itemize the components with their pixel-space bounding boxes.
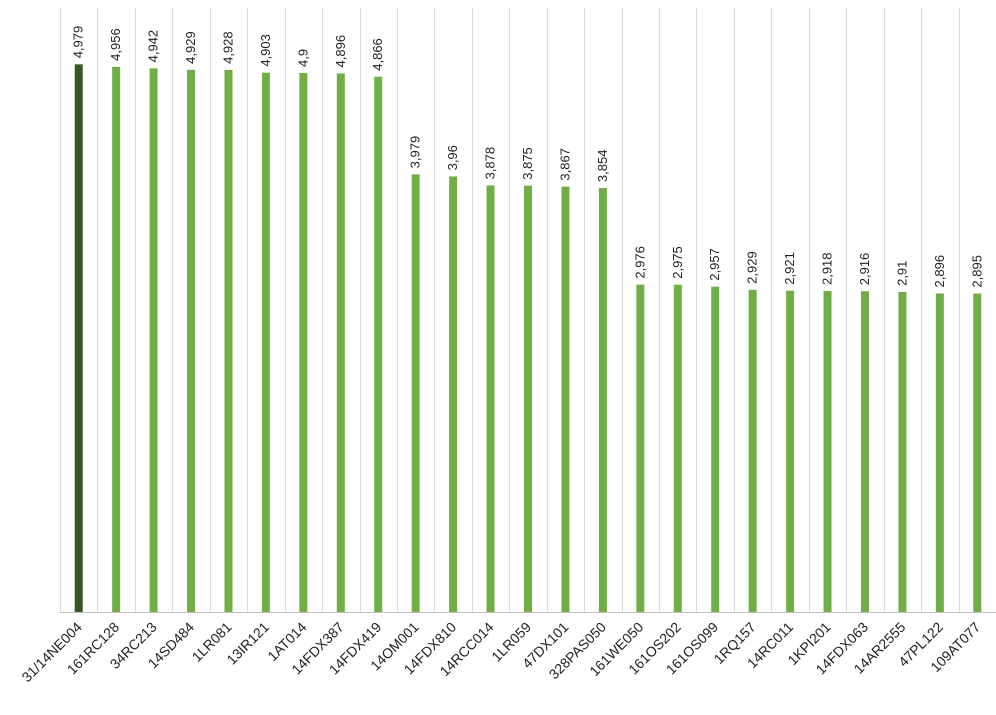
bar [636, 284, 645, 612]
value-label: 2,976 [632, 246, 647, 279]
value-label: 2,929 [745, 251, 760, 284]
value-label: 2,957 [707, 248, 722, 281]
bar [973, 293, 982, 612]
bar [673, 284, 682, 612]
bar [748, 289, 757, 612]
category-label: 13IR121 [223, 619, 272, 668]
bar [187, 69, 196, 612]
bar [486, 185, 495, 613]
bar [411, 174, 420, 612]
value-label: 3,854 [595, 150, 610, 183]
value-label: 2,918 [820, 252, 835, 285]
bar [112, 66, 121, 613]
value-label: 2,91 [894, 261, 909, 286]
value-label: 4,9 [295, 49, 310, 67]
bar [786, 290, 795, 612]
value-label: 2,916 [857, 253, 872, 286]
value-label: 4,896 [333, 35, 348, 68]
value-labels: 4,979 4,956 4,942 4,929 4,928 4,903 4,9 4,896 4,… [71, 26, 985, 288]
category-labels: 31/14NE004161RC12834RC21314SD4841LR08113… [18, 619, 983, 686]
bar [299, 73, 308, 612]
grid-lines [60, 8, 996, 613]
value-label: 2,895 [969, 255, 984, 288]
value-label: 3,875 [520, 147, 535, 180]
value-label: 3,979 [408, 136, 423, 169]
bar [524, 185, 532, 612]
value-label: 3,867 [557, 148, 572, 181]
bar [74, 64, 83, 612]
bar [374, 76, 383, 613]
value-label: 2,896 [932, 255, 947, 288]
bar [449, 176, 458, 612]
value-label: 2,921 [782, 252, 797, 285]
bar [898, 291, 907, 612]
value-label: 4,928 [220, 31, 235, 64]
value-label: 4,903 [258, 34, 273, 67]
value-label: 3,96 [445, 145, 460, 170]
bar [224, 69, 233, 613]
value-label: 3,878 [483, 147, 498, 180]
bar [261, 72, 270, 613]
value-label: 2,975 [670, 246, 685, 279]
value-label: 4,979 [71, 26, 86, 59]
bar [149, 68, 158, 612]
bar [935, 293, 944, 612]
value-label: 4,942 [146, 30, 161, 63]
value-label: 4,866 [370, 38, 385, 71]
bar [598, 188, 607, 612]
bar [823, 291, 832, 612]
value-label: 4,929 [183, 31, 198, 64]
bars [74, 64, 982, 613]
value-label: 4,956 [108, 28, 123, 61]
bar [860, 291, 869, 612]
bar [336, 73, 345, 612]
bar [711, 286, 720, 612]
bar [561, 186, 570, 612]
